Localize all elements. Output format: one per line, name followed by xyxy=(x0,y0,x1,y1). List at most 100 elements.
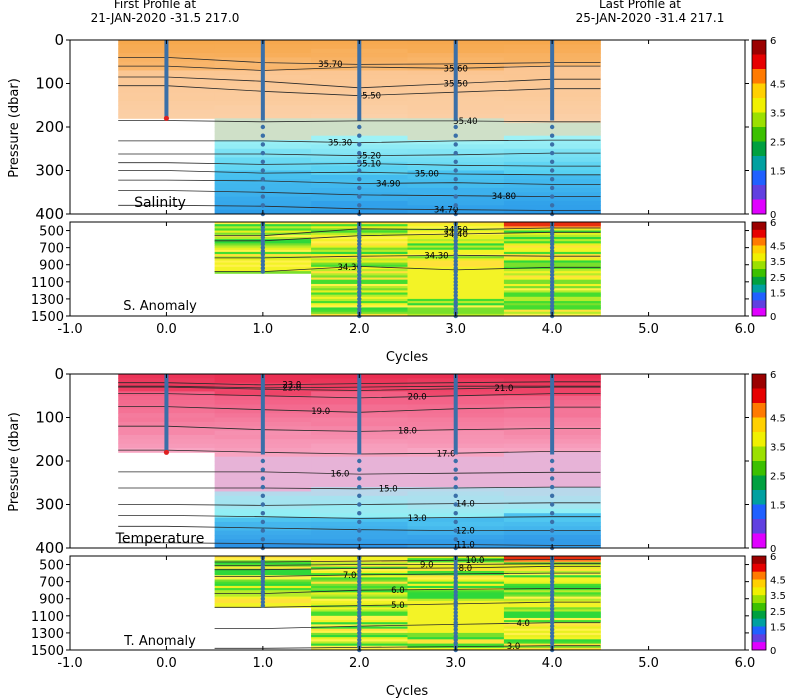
sample-point xyxy=(357,150,362,156)
sample-point xyxy=(260,133,266,138)
sample-point xyxy=(357,306,362,312)
colorbar-swatch xyxy=(752,170,766,186)
colorbar-tick-label: 1.5 xyxy=(770,623,786,634)
contour-label: 11.0 xyxy=(456,541,475,551)
plot-frame xyxy=(69,221,746,317)
sample-point xyxy=(453,572,458,577)
x-axis-title-bottom: Cycles xyxy=(386,684,429,699)
sample-point xyxy=(549,276,555,281)
colorbar-frame xyxy=(751,555,767,651)
sample-point xyxy=(549,150,555,156)
sample-point xyxy=(549,576,555,581)
sample-point xyxy=(260,242,266,247)
colorbar-tick-label: 0 xyxy=(770,544,776,555)
sample-point xyxy=(549,617,555,622)
sample-point xyxy=(453,613,458,619)
sample-point xyxy=(357,255,362,261)
sample-point xyxy=(549,235,555,240)
anomaly-contours: 10.0 9.0 8.0 7.0 6.0 5.0 4.0 3.0 xyxy=(214,556,601,652)
sample-point xyxy=(453,537,458,542)
y-tick-label: 100 xyxy=(35,409,64,427)
sample-point xyxy=(549,613,555,619)
colorbar-swatch xyxy=(752,308,766,317)
sample-point xyxy=(453,558,458,564)
sample-point xyxy=(549,528,555,533)
sample-point xyxy=(453,519,458,525)
colorbar-swatch xyxy=(752,519,766,534)
sample-point xyxy=(453,252,458,257)
x-tick-label: 0.0 xyxy=(156,656,177,671)
colorbar-swatch xyxy=(752,618,766,627)
contour-label: 7.0 xyxy=(343,571,357,581)
field-cell xyxy=(407,153,505,158)
contour-label: 5.0 xyxy=(391,601,405,611)
sample-point xyxy=(260,252,266,257)
colorbar-swatch xyxy=(752,403,766,418)
sample-point xyxy=(549,502,555,507)
field-cell xyxy=(311,170,408,176)
field-cell xyxy=(407,495,505,501)
sample-point xyxy=(453,623,458,629)
field-cell xyxy=(214,461,312,466)
colorbar-swatch xyxy=(752,261,766,270)
temperature-title: Temperature xyxy=(115,531,205,547)
colorbar-swatch xyxy=(752,432,766,447)
first-profile-label: First Profile at xyxy=(114,0,197,11)
sample-point xyxy=(357,493,362,498)
sample-point xyxy=(357,603,362,608)
sample-point xyxy=(453,599,458,605)
field-cell xyxy=(503,187,601,193)
sample-point xyxy=(453,159,458,164)
colorbar-swatch xyxy=(752,579,766,588)
sample-point xyxy=(549,630,555,636)
sample-point xyxy=(260,493,266,498)
contour-label: 34.30 xyxy=(424,251,448,261)
sample-point xyxy=(357,177,362,182)
sample-point xyxy=(260,599,266,605)
contour-label: 34.90 xyxy=(376,179,400,189)
sample-point xyxy=(453,627,458,632)
sample-point xyxy=(549,194,555,199)
colorbar-tick-label: 3.5 xyxy=(770,257,786,268)
sample-point xyxy=(549,537,555,542)
sample-point xyxy=(357,194,362,199)
sample-point xyxy=(453,511,458,516)
last-sample-point xyxy=(163,115,170,121)
colorbar-tick-label: 4.5 xyxy=(770,242,786,253)
colorbar-swatch xyxy=(752,222,766,231)
sample-point xyxy=(357,242,362,247)
sample-point xyxy=(357,572,362,577)
field-cell xyxy=(407,478,505,484)
sample-point xyxy=(357,476,362,481)
sample-point xyxy=(453,289,458,295)
contour-label: 19.0 xyxy=(311,407,330,417)
sample-point xyxy=(260,519,266,525)
sample-point xyxy=(549,562,555,567)
sample-point xyxy=(357,133,362,138)
sample-point xyxy=(453,617,458,622)
colorbar: 6 4.5 3.5 2.5 1.5 0 xyxy=(751,36,786,221)
sample-point xyxy=(357,245,362,250)
y-tick-label: 1100 xyxy=(31,276,64,291)
colorbar-tick-label: 3.5 xyxy=(770,591,786,602)
x-tick-label: -1.0 xyxy=(57,322,82,337)
field-cell xyxy=(503,170,601,176)
colorbar-swatch xyxy=(752,269,766,278)
x-tick-label: 2.0 xyxy=(349,322,370,337)
x-tick-label: 6.0 xyxy=(735,322,756,337)
contour-label: 35.70 xyxy=(318,60,342,70)
y-ticks: 0 100 200 300 400 xyxy=(35,365,749,557)
sample-point xyxy=(549,603,555,608)
sample-point xyxy=(357,231,362,237)
sample-point xyxy=(549,640,555,646)
x-tick-label: 3.0 xyxy=(445,322,466,337)
y-tick-label: 900 xyxy=(39,593,64,608)
colorbar-tick-label: 3.5 xyxy=(770,109,786,120)
sample-point xyxy=(549,252,555,257)
field-cell xyxy=(407,161,505,167)
field-cell xyxy=(503,127,601,132)
field-cell xyxy=(407,452,505,458)
contour-line xyxy=(214,231,601,242)
colorbar-swatch xyxy=(752,490,766,505)
contour-line xyxy=(214,265,601,272)
